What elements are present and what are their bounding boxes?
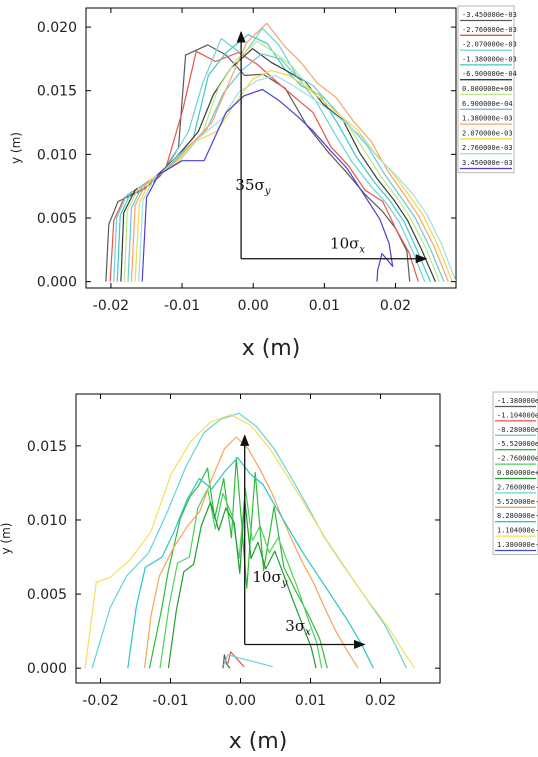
x-tick-label: 0.02 bbox=[380, 298, 411, 314]
legend-entry-label: -8.280000e-03 bbox=[497, 426, 538, 434]
plot-area bbox=[105, 22, 456, 282]
x-scale-annotation: 10σx bbox=[330, 235, 365, 256]
series-line bbox=[123, 40, 441, 282]
x-tick-label: 0.01 bbox=[295, 693, 326, 709]
legend-entry-label: 6.900000e-04 bbox=[462, 100, 513, 108]
axis-ticks: -0.02 -0.01 0.00 0.01 0.02 0.000 0.005 0.010 0.0… bbox=[27, 394, 440, 709]
legend-entry-label: 1.380000e-02 bbox=[497, 541, 538, 549]
legend-entry-label: 8.280000e-03 bbox=[497, 512, 538, 520]
series-line bbox=[159, 488, 323, 669]
series-line bbox=[167, 498, 317, 669]
series-line bbox=[223, 654, 273, 668]
plot-area bbox=[84, 412, 416, 669]
legend-entry-label: 3.450000e-03 bbox=[462, 159, 513, 167]
legend-entry-label: -6.900000e-04 bbox=[462, 70, 517, 78]
series-line bbox=[148, 457, 328, 669]
x-tick-label: 0.01 bbox=[309, 298, 340, 314]
legend-entry-label: 2.760000e-03 bbox=[497, 483, 538, 491]
y-tick-label: 0.010 bbox=[37, 147, 77, 163]
x-tick-label: -0.01 bbox=[164, 298, 200, 314]
y-tick-label: 0.000 bbox=[37, 275, 77, 291]
legend-entry-label: -2.760000e-03 bbox=[462, 26, 517, 34]
series-line bbox=[127, 457, 375, 669]
legend-entry-label: 2.070000e-03 bbox=[462, 129, 513, 137]
series-line bbox=[134, 69, 453, 282]
legend-entry-label: 2.760000e-03 bbox=[462, 144, 513, 152]
plot-frame bbox=[85, 7, 457, 289]
plot-frame bbox=[75, 393, 441, 684]
legend-entry-label: 1.380000e-03 bbox=[462, 115, 513, 123]
series-line bbox=[144, 436, 359, 669]
legend-entry-label: -1.380000e-02 bbox=[497, 397, 538, 405]
y-tick-label: 0.015 bbox=[27, 439, 67, 455]
x-tick-label: -0.01 bbox=[152, 693, 188, 709]
y-tick-label: 0.020 bbox=[37, 20, 77, 36]
series-line bbox=[113, 27, 426, 282]
legend-box bbox=[492, 391, 538, 555]
series-line bbox=[227, 651, 245, 668]
series-line bbox=[127, 53, 445, 282]
annotations: 10σy 3σx bbox=[240, 434, 366, 650]
x-tick-label: 0.00 bbox=[238, 298, 269, 314]
series-line bbox=[109, 50, 419, 282]
axis-ticks: -0.02 -0.01 0.00 0.01 0.02 0.000 0.005 0.010 0.0… bbox=[37, 8, 456, 314]
x-tick-label: 0.00 bbox=[225, 693, 256, 709]
x-tick-label: -0.02 bbox=[82, 693, 118, 709]
legend-entry-label: -1.380000e-03 bbox=[462, 55, 517, 63]
legend-box bbox=[457, 5, 515, 174]
series-line bbox=[141, 88, 394, 282]
y-scale-annotation: 35σy bbox=[235, 176, 270, 197]
x-scale-annotation: 3σx bbox=[285, 617, 311, 638]
legend-entry-label: 5.520000e-03 bbox=[497, 498, 538, 506]
legend-entry-label: -3.450000e-03 bbox=[462, 11, 517, 19]
x-tick-label: 0.02 bbox=[365, 693, 396, 709]
legend-entry-label: -2.760000e-03 bbox=[497, 455, 538, 463]
annotations: 35σy 10σx bbox=[235, 30, 428, 264]
legend-entry-label: -1.104000e-02 bbox=[497, 411, 538, 419]
legend: -1.380000e-02 -1.104000e-02 -8.280000e-03 -… bbox=[492, 391, 538, 555]
legend-entry-label: 0.000000e+00 bbox=[497, 469, 538, 477]
series-line bbox=[222, 654, 231, 669]
x-axis-label: x (m) bbox=[229, 729, 288, 754]
chart-bottom: -0.02 -0.01 0.00 0.01 0.02 0.000 0.005 0.010 0.0… bbox=[0, 391, 538, 754]
series-line bbox=[138, 74, 456, 282]
y-tick-label: 0.015 bbox=[37, 84, 77, 100]
y-tick-label: 0.000 bbox=[27, 661, 67, 677]
y-tick-label: 0.005 bbox=[27, 587, 67, 603]
legend: -3.450000e-03 -2.760000e-03 -2.070000e-03 -… bbox=[457, 5, 517, 174]
y-tick-label: 0.010 bbox=[27, 513, 67, 529]
y-tick-label: 0.005 bbox=[37, 211, 77, 227]
x-axis-label: x (m) bbox=[242, 336, 301, 361]
series-line bbox=[84, 414, 416, 669]
y-axis-label: y (m) bbox=[0, 523, 13, 555]
y-axis-label: y (m) bbox=[9, 132, 23, 164]
legend-entry-label: 1.104000e-02 bbox=[497, 527, 538, 535]
x-tick-label: -0.02 bbox=[93, 298, 129, 314]
chart-top: -0.02 -0.01 0.00 0.01 0.02 0.000 0.005 0.010 0.0… bbox=[9, 5, 517, 361]
series-line bbox=[130, 22, 449, 282]
legend-entry-label: -2.070000e-03 bbox=[462, 41, 517, 49]
legend-entry-label: 0.000000e+00 bbox=[462, 85, 513, 93]
legend-entry-label: -5.520000e-03 bbox=[497, 440, 538, 448]
series-line bbox=[120, 48, 436, 282]
y-scale-annotation: 10σy bbox=[252, 568, 287, 589]
